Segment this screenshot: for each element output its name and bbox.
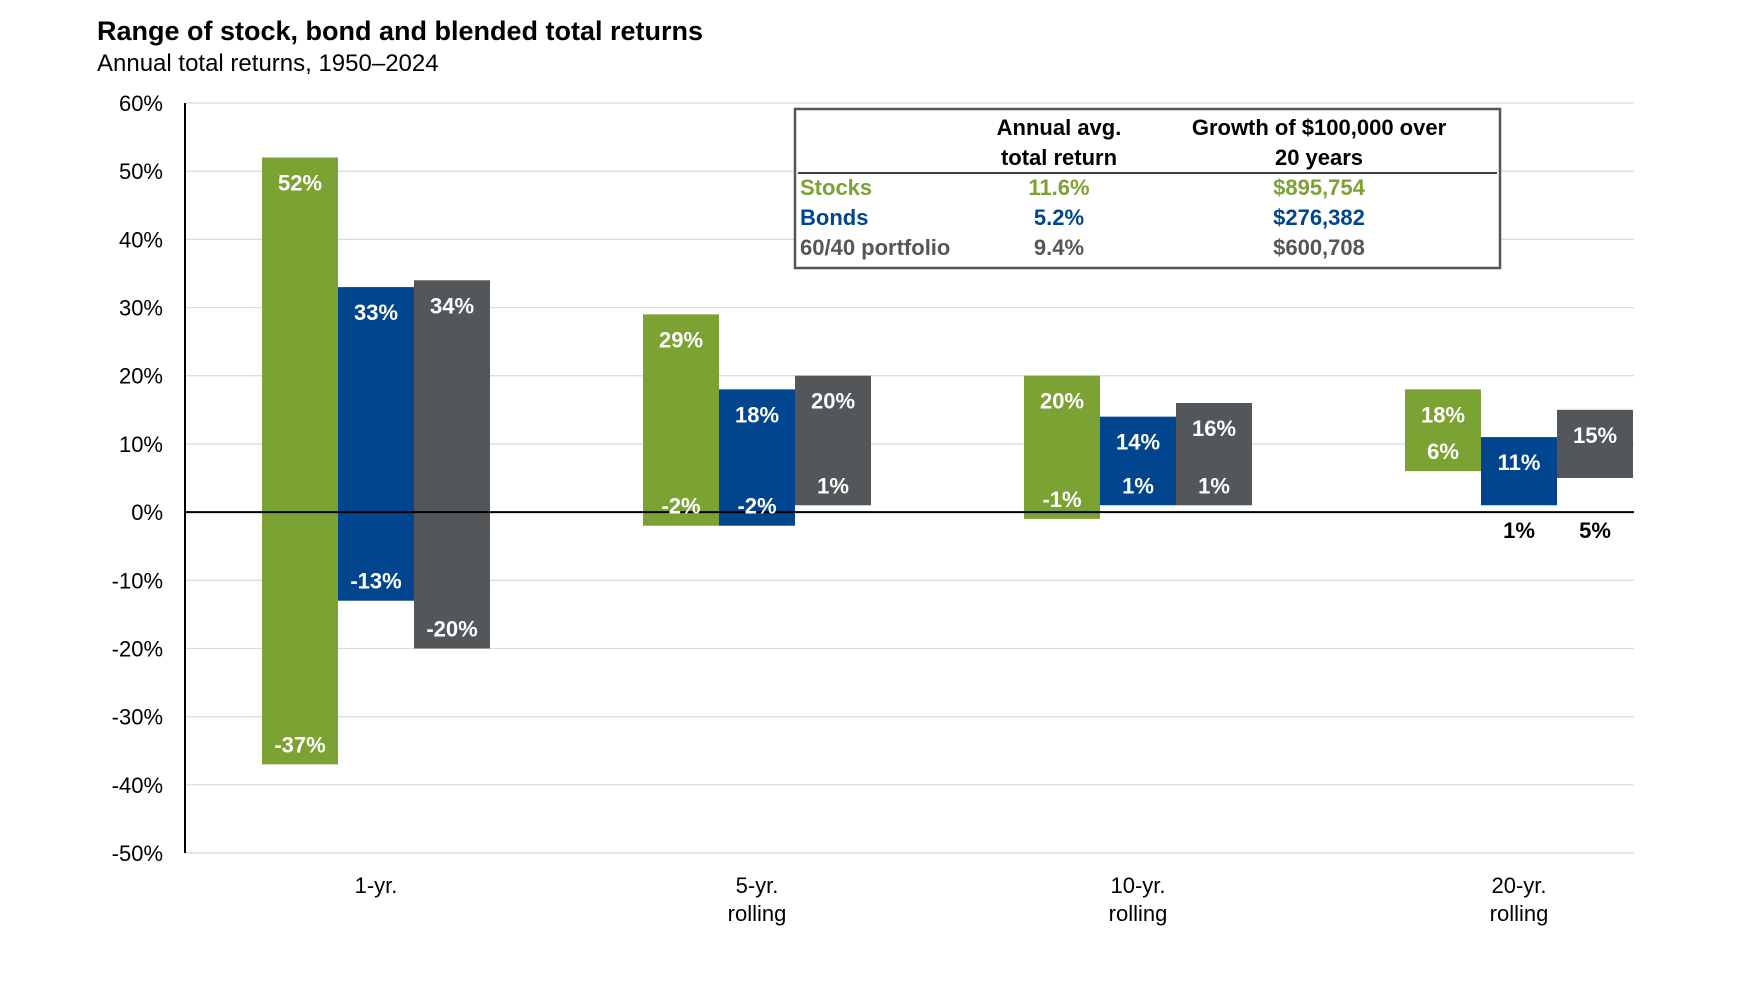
- chart-title: Range of stock, bond and blended total r…: [97, 16, 704, 46]
- chart-subtitle: Annual total returns, 1950–2024: [97, 50, 439, 77]
- data-label-high: 18%: [735, 402, 779, 427]
- y-tick-label: -10%: [112, 568, 163, 593]
- data-label-low: 5%: [1579, 518, 1611, 543]
- summary-table: Annual avg. total return Growth of $100,00…: [793, 107, 1502, 270]
- data-label-low: 1%: [1122, 473, 1154, 498]
- data-label-high: 52%: [278, 171, 322, 196]
- table-row-growth: $276,382: [1273, 205, 1365, 230]
- table-row-growth: $600,708: [1273, 235, 1365, 260]
- data-label-low: -2%: [737, 494, 776, 519]
- y-tick-label: -50%: [112, 841, 163, 866]
- data-label-low: -1%: [1042, 487, 1081, 512]
- x-tick-label: 20-yr.: [1491, 873, 1546, 898]
- x-tick-label-line2: rolling: [1490, 901, 1549, 926]
- table-header-growth: 20 years: [1275, 145, 1363, 170]
- y-tick-label: 10%: [119, 432, 163, 457]
- data-label-low: -20%: [426, 616, 477, 641]
- table-row-avg: 9.4%: [1034, 235, 1084, 260]
- bar-bonds-0: [338, 287, 414, 601]
- data-label-low: -2%: [661, 494, 700, 519]
- table-row-growth: $895,754: [1273, 175, 1366, 200]
- bar-stocks-3: [1405, 389, 1481, 472]
- bar-bonds-2: [1100, 416, 1176, 506]
- data-label-high: 20%: [1040, 389, 1084, 414]
- y-tick-label: -40%: [112, 773, 163, 798]
- y-tick-label: 60%: [119, 91, 163, 116]
- data-labels: 52% -37% 29% -2% 20% -1% 18% 6% 33% -13% 18% -2% 14%…: [274, 171, 1617, 758]
- y-tick-label: 40%: [119, 227, 163, 252]
- y-tick-label: 30%: [119, 296, 163, 321]
- data-label-low: 1%: [1503, 518, 1535, 543]
- bar-60-40-portfolio-0: [414, 280, 490, 649]
- summary-table-box: [793, 107, 1502, 270]
- bar-stocks-0: [262, 157, 338, 765]
- data-label-high: 16%: [1192, 416, 1236, 441]
- axes: 60% 50% 40% 30% 20% 10% 0% -10% -20% -30% -40% -50%…: [112, 91, 1634, 926]
- y-tick-label: 0%: [131, 500, 163, 525]
- bar-bonds-3: [1481, 437, 1557, 506]
- data-label-high: 14%: [1116, 430, 1160, 455]
- y-tick-label: 20%: [119, 364, 163, 389]
- data-label-high: 34%: [430, 293, 474, 318]
- bar-stocks-2: [1024, 375, 1100, 519]
- y-tick-label: -20%: [112, 636, 163, 661]
- data-label-high: 15%: [1573, 423, 1617, 448]
- bar-bonds-1: [719, 389, 795, 526]
- bar-60-40-portfolio-1: [795, 375, 871, 506]
- data-label-high: 33%: [354, 300, 398, 325]
- table-header-growth: Growth of $100,000 over: [1192, 115, 1447, 140]
- data-label-low: -37%: [274, 732, 325, 757]
- y-tick-label: -30%: [112, 705, 163, 730]
- data-label-low: 1%: [817, 473, 849, 498]
- data-label-high: 29%: [659, 327, 703, 352]
- x-tick-label: 1-yr.: [355, 873, 398, 898]
- data-label-low: 6%: [1427, 439, 1459, 464]
- bars: [262, 157, 1633, 765]
- data-label-high: 18%: [1421, 402, 1465, 427]
- table-row-label: 60/40 portfolio: [800, 235, 950, 260]
- table-row-label: Stocks: [800, 175, 872, 200]
- bar-60-40-portfolio-2: [1176, 403, 1252, 506]
- bar-stocks-1: [643, 314, 719, 526]
- x-tick-label: 5-yr.: [736, 873, 779, 898]
- table-header-avg: total return: [1001, 145, 1117, 170]
- table-row-avg: 11.6%: [1028, 175, 1089, 200]
- data-label-low: 1%: [1198, 473, 1230, 498]
- data-label-high: 20%: [811, 389, 855, 414]
- x-tick-label-line2: rolling: [728, 901, 787, 926]
- x-tick-label: 10-yr.: [1110, 873, 1165, 898]
- table-header-avg: Annual avg.: [997, 115, 1122, 140]
- y-tick-label: 50%: [119, 159, 163, 184]
- data-label-high: 11%: [1498, 450, 1541, 475]
- bar-60-40-portfolio-3: [1557, 409, 1633, 478]
- table-row-avg: 5.2%: [1034, 205, 1084, 230]
- table-row-label: Bonds: [800, 205, 868, 230]
- data-label-low: -13%: [350, 569, 401, 594]
- x-tick-label-line2: rolling: [1109, 901, 1168, 926]
